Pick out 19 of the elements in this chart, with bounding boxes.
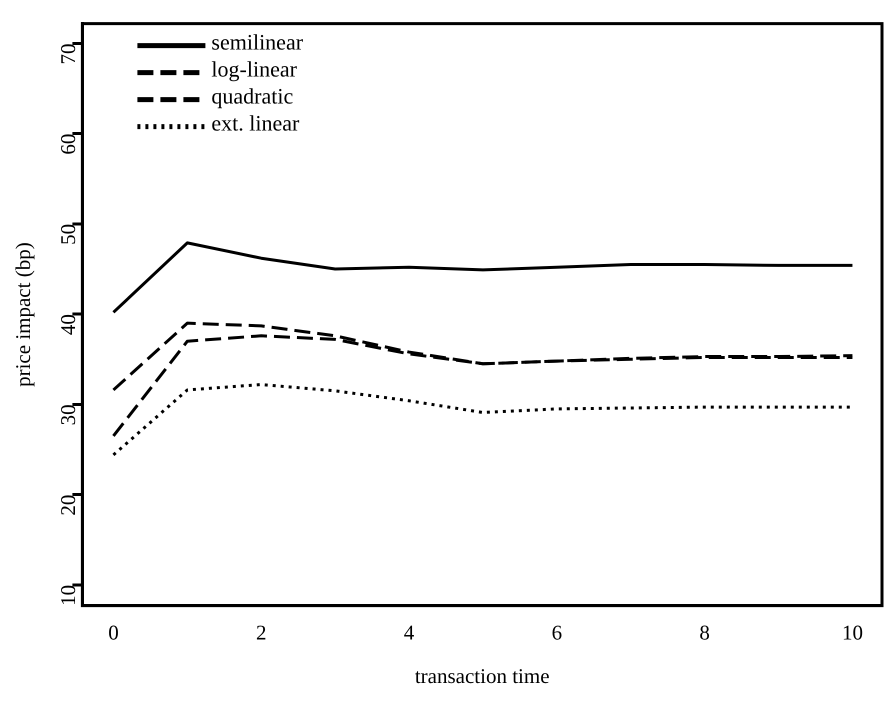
x-axis-title: transaction time [414,664,550,688]
legend-label: quadratic [211,83,294,108]
y-tick-label: 30 [56,404,80,426]
x-tick-label: 4 [404,620,415,645]
x-tick-label: 6 [552,620,562,645]
y-tick-label: 60 [56,134,80,155]
legend-label: ext. linear [211,110,300,136]
y-tick-label: 50 [56,224,80,245]
legend-label: semilinear [211,29,304,54]
x-tick-label: 2 [256,620,266,645]
y-tick-label: 40 [56,314,80,336]
y-tick-label: 10 [56,584,80,606]
x-tick-label: 0 [108,620,119,645]
y-tick-label: 20 [56,494,80,516]
x-tick-label: 10 [842,620,863,645]
x-tick-label: 8 [699,620,710,645]
y-tick-label: 70 [56,43,80,64]
legend-label: log-linear [211,56,298,82]
y-axis-title: price impact (bp) [11,242,36,387]
